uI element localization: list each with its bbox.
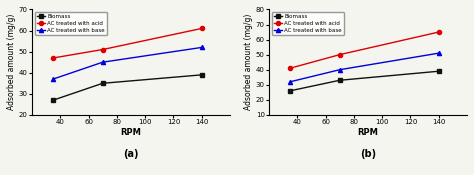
- Text: (a): (a): [123, 149, 139, 159]
- Biomass: [50, 99, 56, 101]
- Text: (b): (b): [360, 149, 376, 159]
- Line: AC treated with base: AC treated with base: [288, 51, 441, 84]
- Line: AC treated with acid: AC treated with acid: [51, 26, 204, 60]
- Line: AC treated with acid: AC treated with acid: [288, 30, 441, 70]
- Biomass: [100, 82, 106, 84]
- AC treated with base: [50, 78, 56, 80]
- Biomass: [287, 90, 293, 92]
- AC treated with acid: [436, 31, 442, 33]
- Biomass: [199, 74, 205, 76]
- Biomass: [337, 79, 343, 81]
- Line: AC treated with base: AC treated with base: [51, 45, 204, 81]
- AC treated with acid: [50, 57, 56, 59]
- AC treated with base: [199, 46, 205, 48]
- Line: Biomass: Biomass: [288, 69, 441, 93]
- X-axis label: RPM: RPM: [120, 128, 141, 137]
- AC treated with base: [436, 52, 442, 54]
- AC treated with acid: [337, 54, 343, 56]
- AC treated with base: [337, 69, 343, 71]
- Legend: Biomass, AC treated with acid, AC treated with base: Biomass, AC treated with acid, AC treate…: [35, 12, 107, 35]
- AC treated with acid: [100, 48, 106, 51]
- Biomass: [436, 70, 442, 72]
- X-axis label: RPM: RPM: [357, 128, 378, 137]
- AC treated with base: [287, 81, 293, 83]
- Y-axis label: Adsorbed amount (mg/g): Adsorbed amount (mg/g): [244, 14, 253, 110]
- Y-axis label: Adsorbed amount (mg/g): Adsorbed amount (mg/g): [7, 14, 16, 110]
- Line: Biomass: Biomass: [51, 73, 204, 102]
- AC treated with acid: [287, 67, 293, 69]
- Legend: Biomass, AC treated with acid, AC treated with base: Biomass, AC treated with acid, AC treate…: [272, 12, 344, 35]
- AC treated with acid: [199, 27, 205, 29]
- AC treated with base: [100, 61, 106, 63]
